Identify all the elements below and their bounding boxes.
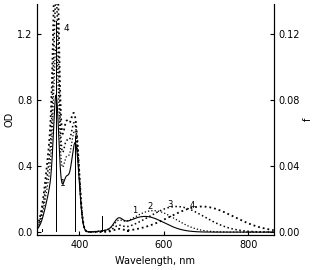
X-axis label: Wavelength, nm: Wavelength, nm (115, 256, 196, 266)
Text: 4: 4 (190, 201, 195, 210)
Text: 1: 1 (61, 179, 66, 188)
Bar (56, 21, 57, 232)
Bar (42, 229, 43, 232)
Y-axis label: f: f (303, 118, 313, 122)
Bar (127, 230, 129, 232)
Y-axis label: OD: OD (4, 112, 14, 127)
Text: 4: 4 (64, 23, 69, 33)
Text: 3: 3 (167, 200, 173, 208)
Text: 2: 2 (148, 202, 153, 211)
Text: 1: 1 (132, 206, 137, 215)
Bar (75, 136, 76, 232)
Bar (102, 216, 103, 232)
